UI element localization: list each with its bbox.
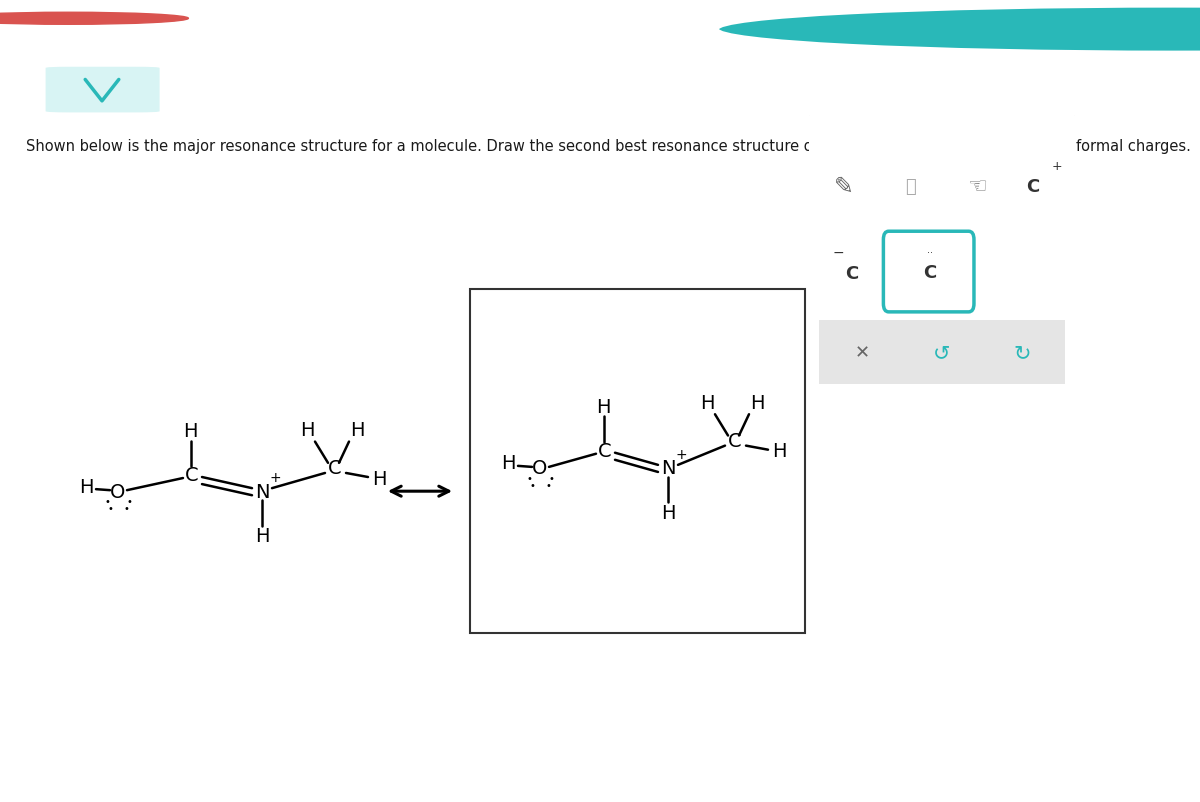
Circle shape [0,13,188,25]
Text: ELECTRONIC STRUCTURE AND MOVEMENT: ELECTRONIC STRUCTURE AND MOVEMENT [82,12,328,22]
Text: H: H [349,420,365,439]
Text: •: • [126,496,132,507]
Text: N: N [254,482,269,501]
Text: C: C [598,442,612,460]
Text: H: H [300,420,314,439]
Text: ☜: ☜ [967,176,986,196]
Text: H: H [254,527,269,545]
Bar [470,290,805,633]
Text: ↻: ↻ [1013,342,1031,363]
FancyBboxPatch shape [959,19,1004,38]
Text: C: C [728,431,742,451]
FancyBboxPatch shape [840,19,886,38]
Text: +: + [269,471,281,484]
Text: O: O [533,459,547,478]
Text: •: • [545,480,551,491]
Text: ✕: ✕ [854,343,870,362]
Text: +: + [1051,160,1062,172]
Text: ⬜: ⬜ [905,177,916,196]
Text: O: O [110,482,126,501]
Text: H: H [700,393,714,412]
Text: H: H [595,397,611,416]
FancyBboxPatch shape [880,19,925,38]
Text: Drawing the second best resonance structure: Drawing the second best resonance struct… [82,34,511,52]
Text: H: H [372,469,386,488]
Text: C: C [185,466,199,485]
Circle shape [718,7,1200,53]
Text: •: • [104,496,110,507]
FancyBboxPatch shape [800,19,846,38]
Text: C: C [923,263,937,282]
Text: C: C [845,264,858,282]
Text: ✎: ✎ [834,175,853,198]
Text: N: N [661,459,676,478]
Text: •: • [548,473,554,484]
Text: H: H [500,454,515,472]
Text: ↺: ↺ [934,342,950,363]
FancyBboxPatch shape [46,67,160,113]
Text: C: C [1026,177,1039,196]
Text: •: • [107,504,113,514]
Text: H: H [661,504,676,522]
Text: H: H [182,421,197,440]
Text: −: − [833,245,844,260]
Text: H: H [750,393,764,412]
Text: +: + [676,448,686,461]
Text: H: H [772,442,786,460]
Text: •: • [526,473,532,484]
FancyBboxPatch shape [883,232,974,313]
Text: 1/5: 1/5 [1014,22,1034,34]
Text: ··: ·· [928,248,934,257]
Text: •: • [529,480,535,491]
Text: •: • [124,504,128,514]
Bar [820,321,1064,385]
Text: Shown below is the major resonance structure for a molecule. Draw the second bes: Shown below is the major resonance struc… [26,139,1192,154]
FancyBboxPatch shape [806,112,1078,533]
FancyBboxPatch shape [919,19,965,38]
Text: H: H [79,477,94,496]
Text: C: C [328,459,342,478]
